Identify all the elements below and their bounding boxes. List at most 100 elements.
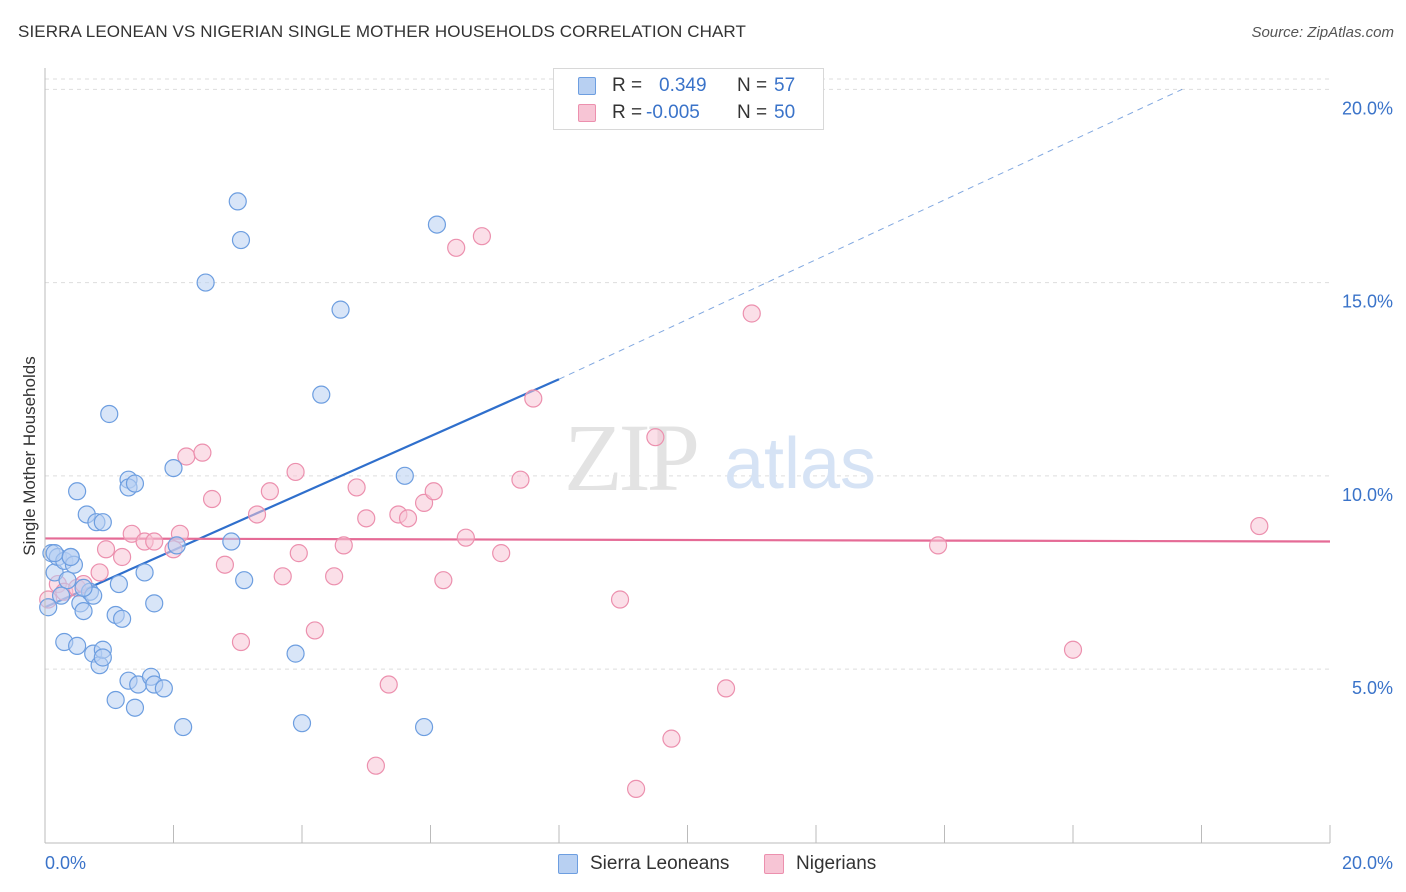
point-nigerians [626, 779, 646, 798]
point-sierra-leoneans [68, 636, 87, 655]
point-sierra-leoneans [61, 547, 80, 567]
legend-swatch-blue [578, 77, 596, 95]
source-credit: Source: ZipAtlas.com [1251, 24, 1394, 41]
point-sierra-leoneans [93, 648, 112, 667]
point-nigerians [716, 679, 736, 698]
x-tick-label: 0.0% [45, 853, 86, 873]
point-sierra-leoneans [112, 609, 132, 628]
legend-r-value: 0.349 [659, 75, 707, 96]
point-nigerians [231, 632, 251, 652]
bottom-legend-label: Sierra Leoneans [590, 853, 730, 874]
point-sierra-leoneans [39, 598, 58, 617]
point-sierra-leoneans [228, 192, 247, 211]
point-sierra-leoneans [164, 458, 183, 478]
point-nigerians [193, 443, 212, 462]
point-sierra-leoneans [145, 594, 164, 613]
point-nigerians [325, 567, 344, 586]
point-nigerians [662, 729, 681, 748]
point-sierra-leoneans [292, 714, 312, 733]
point-nigerians [96, 540, 116, 559]
point-nigerians [366, 756, 385, 775]
point-sierra-leoneans [58, 571, 77, 590]
point-nigerians [112, 547, 132, 567]
point-nigerians [357, 509, 376, 528]
point-nigerians [347, 478, 366, 497]
y-tick-label: 5.0% [1352, 678, 1393, 698]
legend-n-label: N = [737, 102, 768, 123]
y-tick-label: 20.0% [1342, 98, 1393, 118]
bottom-legend-swatch-blue [558, 854, 578, 874]
point-sierra-leoneans [106, 690, 125, 710]
point-sierra-leoneans [331, 300, 350, 319]
bottom-legend-label: Nigerians [796, 853, 877, 874]
point-nigerians [492, 544, 511, 563]
legend-r-label: R = [612, 75, 643, 96]
point-sierra-leoneans [125, 698, 145, 717]
point-nigerians [511, 470, 530, 489]
legend-n-label: N = [737, 75, 768, 96]
watermark-zip: ZIP [564, 404, 697, 511]
point-nigerians [646, 428, 665, 447]
point-nigerians [1063, 640, 1083, 659]
point-nigerians [334, 536, 353, 555]
point-sierra-leoneans [231, 230, 251, 250]
stats-legend: R = 0.349 N = 57 R = -0.005 N = 50 [553, 68, 824, 130]
point-nigerians [273, 567, 292, 586]
point-sierra-leoneans [68, 482, 87, 501]
point-nigerians [398, 509, 418, 528]
legend-row-nigerians: R = -0.005 N = 50 [554, 100, 823, 127]
point-nigerians [379, 675, 398, 694]
point-nigerians [215, 555, 234, 574]
point-sierra-leoneans [395, 466, 414, 485]
legend-swatch-pink [578, 104, 596, 122]
point-sierra-leoneans [167, 536, 186, 555]
legend-n-value: 50 [774, 102, 796, 123]
point-nigerians [260, 482, 279, 501]
point-nigerians [202, 489, 222, 509]
trendline-sierra-leoneans-projection [558, 88, 1183, 380]
legend-r-value: -0.005 [646, 102, 700, 123]
point-nigerians [414, 493, 434, 512]
point-sierra-leoneans [74, 578, 93, 598]
point-sierra-leoneans [135, 563, 154, 582]
bottom-legend-swatch-pink [764, 854, 784, 874]
point-sierra-leoneans [222, 532, 241, 551]
point-nigerians [456, 528, 475, 547]
point-sierra-leoneans [235, 571, 254, 590]
x-tick-label: 20.0% [1342, 853, 1393, 873]
point-sierra-leoneans [196, 273, 215, 292]
point-sierra-leoneans [93, 513, 112, 532]
legend-r-label: R = [612, 102, 643, 123]
y-tick-label: 15.0% [1342, 292, 1393, 312]
point-sierra-leoneans [427, 215, 447, 234]
point-sierra-leoneans [45, 544, 64, 563]
point-sierra-leoneans [51, 586, 71, 605]
point-nigerians [447, 238, 466, 257]
point-nigerians [90, 563, 109, 582]
point-nigerians [1250, 516, 1269, 536]
point-nigerians [247, 505, 267, 524]
legend-row-sierra-leoneans: R = 0.349 N = 57 [554, 73, 823, 100]
point-nigerians [524, 389, 543, 408]
point-nigerians [424, 482, 443, 501]
legend-n-value: 57 [774, 75, 796, 96]
point-nigerians [289, 544, 308, 563]
y-axis-label: Single Mother Households [20, 356, 39, 556]
point-nigerians [305, 621, 324, 640]
point-sierra-leoneans [74, 601, 93, 621]
y-tick-label: 10.0% [1342, 485, 1393, 505]
trendline-nigerians [44, 537, 1331, 543]
point-sierra-leoneans [125, 474, 145, 493]
point-nigerians [286, 462, 305, 482]
point-sierra-leoneans [312, 385, 331, 404]
point-nigerians [742, 304, 761, 323]
point-nigerians [610, 590, 630, 609]
point-nigerians [434, 571, 453, 590]
point-sierra-leoneans [414, 717, 434, 737]
trendline-sierra-leoneans [44, 378, 560, 609]
chart-title: SIERRA LEONEAN VS NIGERIAN SINGLE MOTHER… [18, 22, 746, 41]
point-nigerians [145, 532, 164, 551]
point-nigerians [472, 227, 491, 246]
point-sierra-leoneans [154, 679, 173, 698]
